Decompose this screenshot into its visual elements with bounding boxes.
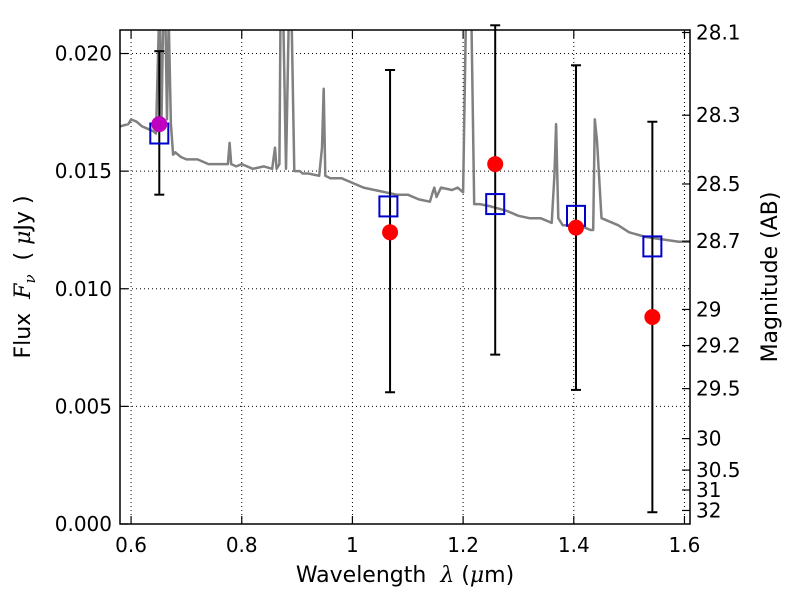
x-axis-label-symbol: λ: [439, 563, 454, 588]
x-tick-label: 0.8: [226, 533, 258, 557]
x-tick-label: 0.6: [115, 533, 147, 557]
model-photometry-box: [642, 235, 663, 258]
observed-point: [487, 156, 504, 173]
x-axis-label-suffix: (: [454, 563, 470, 588]
y-tick-label: 0.005: [55, 394, 112, 418]
y-tick-label: 0.000: [55, 512, 112, 536]
y-tick-label: 0.015: [55, 159, 112, 183]
x-tick-label: 1: [346, 533, 359, 557]
model-spectrum-line: [120, 30, 690, 243]
y2-tick-label: 29.5: [696, 377, 741, 401]
y2-tick-label: 29: [696, 297, 721, 321]
y-axis-label: Flux Fν ( μJy ): [11, 195, 39, 358]
plot-content: [120, 30, 690, 243]
y-axis-label-subscript: ν: [21, 274, 39, 283]
x-axis-label: Wavelength λ (μm): [296, 563, 514, 588]
y-axis-label-unit-tail: Jy ): [11, 195, 36, 232]
y2-tick-label: 32: [696, 498, 721, 522]
x-axis-label-prefix: Wavelength: [296, 563, 441, 588]
observed-points: [151, 116, 661, 325]
y2-tick-label: 31: [696, 478, 721, 502]
plot-area: [120, 30, 690, 524]
y2-axis-label: Magnitude (AB): [758, 192, 783, 363]
x-axis-label-unit-tail: m): [484, 563, 514, 588]
observed-point: [568, 219, 584, 236]
y2-tick-label: 28.5: [696, 172, 741, 196]
plot-frame: [119, 29, 691, 525]
x-tick-label: 1.4: [558, 533, 590, 557]
y2-tick-label: 28.1: [696, 21, 741, 45]
y2-tick-label: 29.2: [696, 334, 741, 358]
y2-tick-label: 28.3: [696, 103, 741, 127]
y2-tick-label: 30.5: [696, 458, 741, 482]
y-axis-label-symbol: F: [11, 283, 36, 300]
y-tick-label: 0.010: [55, 277, 112, 301]
observed-point: [151, 116, 168, 133]
observed-point: [644, 308, 661, 325]
y-axis-label-prefix: Flux: [11, 299, 36, 359]
observed-point: [382, 224, 399, 241]
y2-tick-label: 30: [696, 427, 721, 451]
model-photometry-box: [378, 195, 399, 218]
model-photometry-box: [485, 193, 506, 216]
y-axis-label-unit-symbol: μ: [11, 231, 36, 245]
y-tick-label: 0.020: [55, 42, 112, 66]
y2-tick-label: 28.7: [696, 229, 741, 253]
x-tick-label: 1.2: [447, 533, 479, 557]
y-ticks: 0.000 0.005 0.010 0.015 0.020: [55, 42, 128, 536]
x-ticks: 0.6 0.8 1 1.2 1.4 1.6: [115, 30, 700, 557]
x-tick-label: 1.6: [669, 533, 701, 557]
y-axis-label-mid: (: [11, 245, 36, 275]
x-axis-label-unit-symbol: μ: [470, 563, 484, 588]
